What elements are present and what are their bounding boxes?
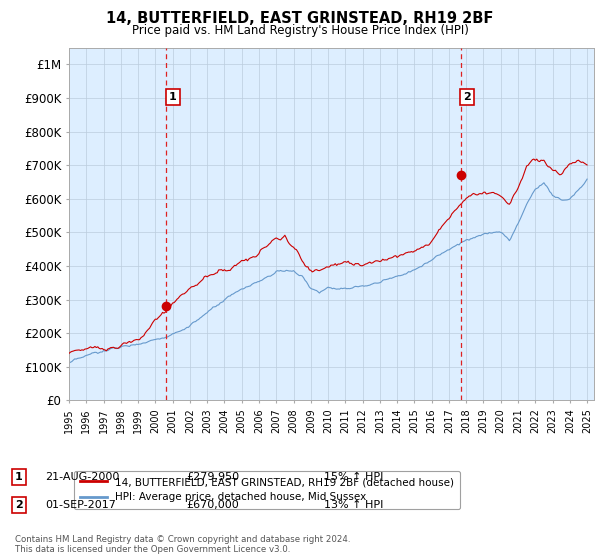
Text: 21-AUG-2000: 21-AUG-2000 — [45, 472, 119, 482]
Text: 2: 2 — [15, 500, 23, 510]
Text: 2: 2 — [463, 92, 471, 102]
Legend: 14, BUTTERFIELD, EAST GRINSTEAD, RH19 2BF (detached house), HPI: Average price, : 14, BUTTERFIELD, EAST GRINSTEAD, RH19 2B… — [74, 471, 460, 508]
Text: Price paid vs. HM Land Registry's House Price Index (HPI): Price paid vs. HM Land Registry's House … — [131, 24, 469, 36]
Text: 1: 1 — [15, 472, 23, 482]
Text: £279,950: £279,950 — [186, 472, 239, 482]
Text: 15% ↑ HPI: 15% ↑ HPI — [324, 472, 383, 482]
Text: 14, BUTTERFIELD, EAST GRINSTEAD, RH19 2BF: 14, BUTTERFIELD, EAST GRINSTEAD, RH19 2B… — [106, 11, 494, 26]
Text: 13% ↑ HPI: 13% ↑ HPI — [324, 500, 383, 510]
Text: Contains HM Land Registry data © Crown copyright and database right 2024.
This d: Contains HM Land Registry data © Crown c… — [15, 535, 350, 554]
Text: £670,000: £670,000 — [186, 500, 239, 510]
Text: 1: 1 — [169, 92, 177, 102]
Text: 01-SEP-2017: 01-SEP-2017 — [45, 500, 116, 510]
